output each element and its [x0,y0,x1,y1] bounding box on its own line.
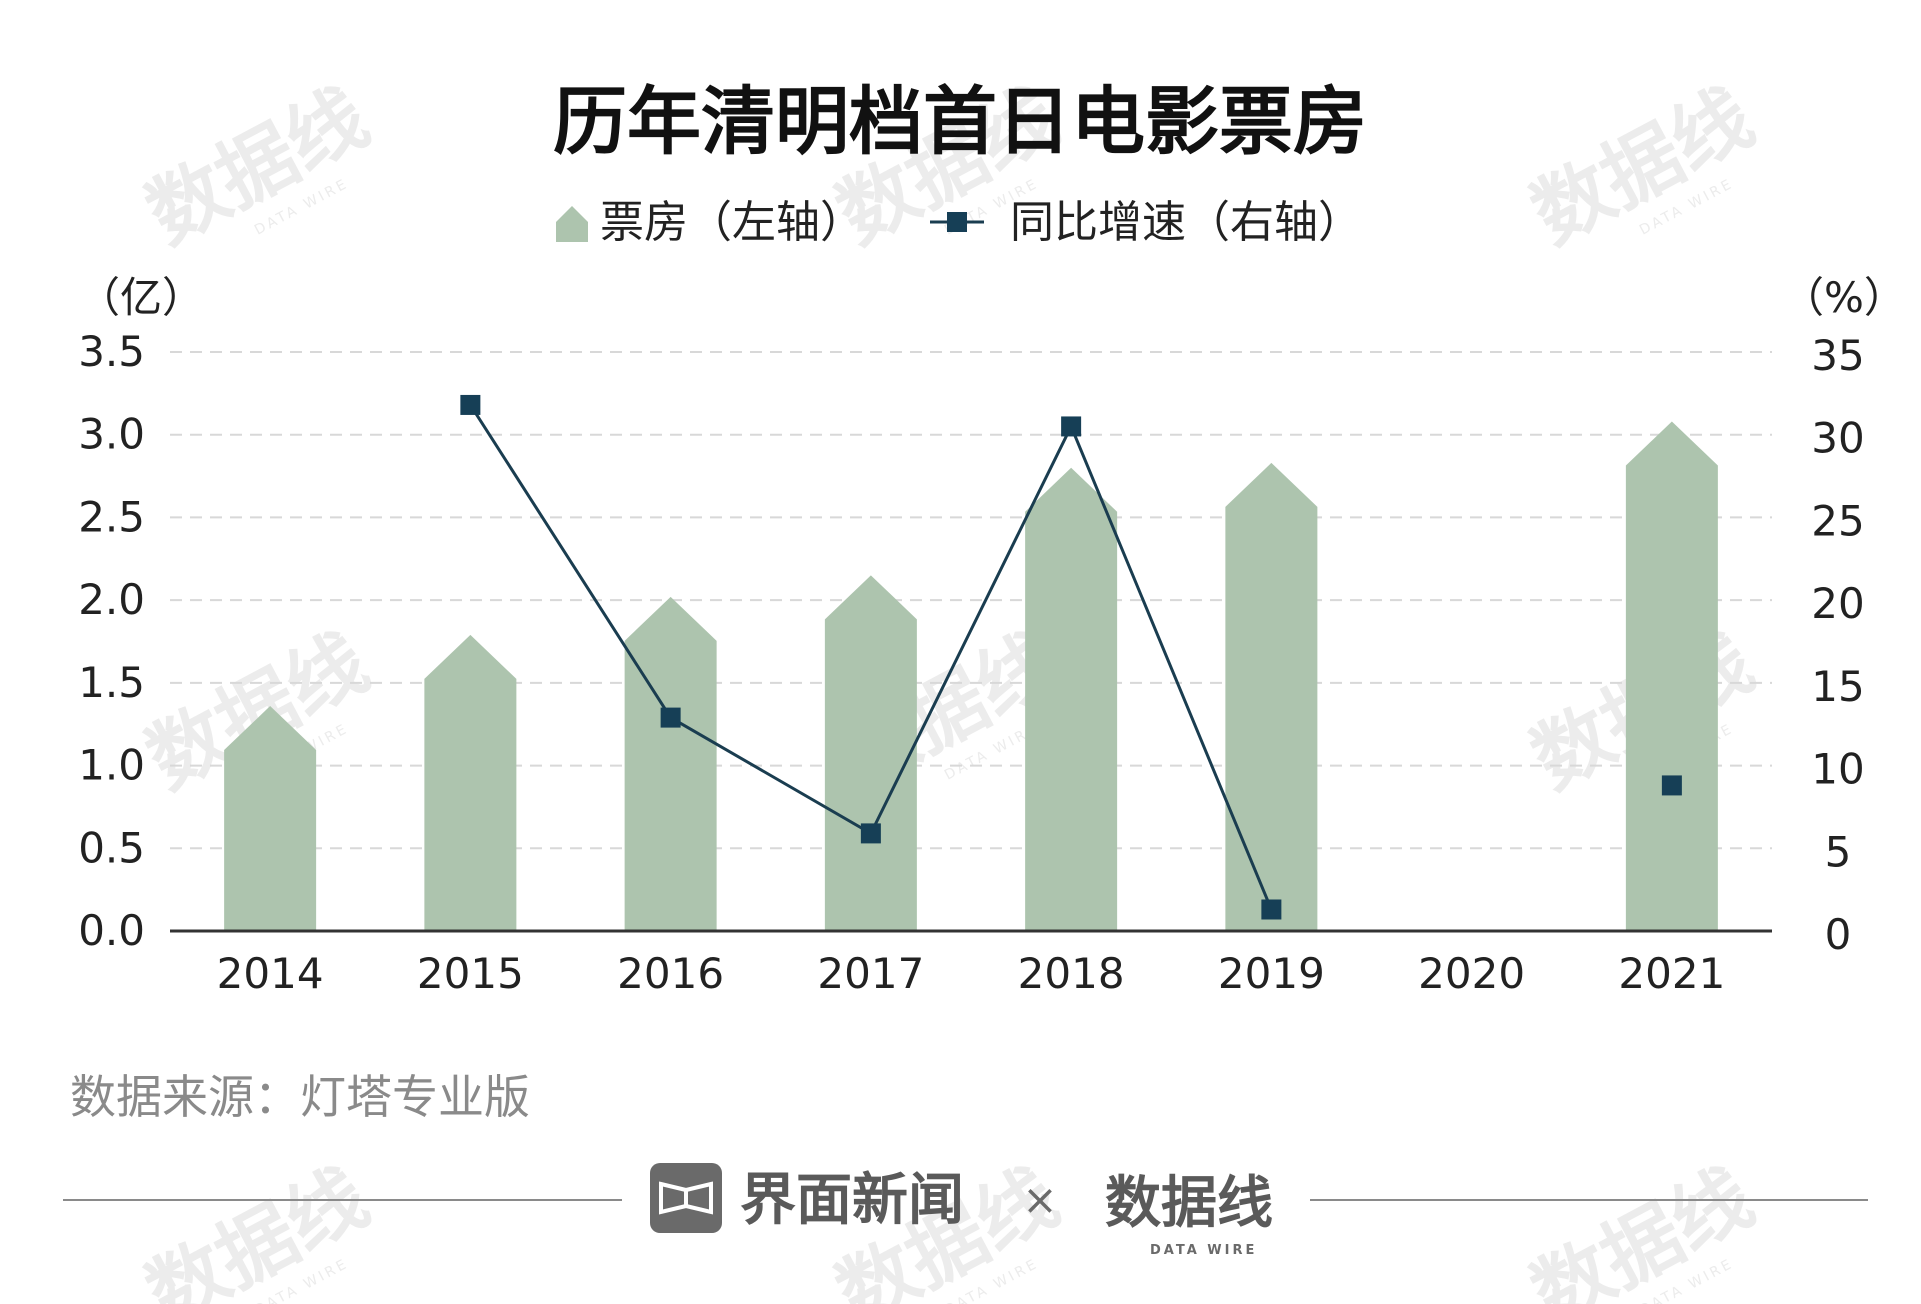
footer-brand: 界面新闻 × 数据线 DATA WIRE [63,1163,1868,1258]
left-axis-unit: （亿） [78,273,204,322]
y-left-tick-label: 3.0 [78,410,145,459]
y-left-tick-label: 1.0 [78,741,145,790]
y-left-tick-label: 3.5 [78,327,145,376]
growth-point-2017 [860,823,881,844]
bar-2017 [824,575,917,931]
growth-point-2019 [1261,899,1282,920]
x-tick-label: 2021 [1618,949,1725,998]
x-tick-label: 2018 [1018,949,1125,998]
legend-line-label: 同比增速（右轴） [1010,197,1362,248]
brand-datawire: 数据线 [1105,1171,1273,1236]
brand-separator: × [1022,1175,1057,1224]
legend: 票房（左轴） 同比增速（右轴） [556,197,1362,248]
watermark-text: 数据线 [1518,1152,1767,1304]
gridlines [170,351,1772,850]
y-left-tick-label: 2.5 [78,492,145,541]
x-tick-label: 2015 [417,949,524,998]
y-right-tick-label: 20 [1811,579,1864,628]
bar-2015 [424,634,517,931]
watermark-text: 数据线 [133,1152,382,1304]
y-left-tick-label: 2.0 [78,575,145,624]
axes: 0.0 0 0.5 5 1.0 10 1.5 15 2.0 20 2.5 25 3.0 30 3.5 35 20… [78,327,1865,998]
bar-2018 [1025,467,1118,931]
legend-bar-label: 票房（左轴） [600,197,864,248]
right-axis-unit: （%） [1782,273,1906,322]
y-right-tick-label: 0 [1825,910,1852,959]
line-series [460,394,1682,920]
brand-datawire-sub: DATA WIRE [1150,1243,1257,1258]
chart-title: 历年清明档首日电影票房 [553,79,1367,165]
x-tick-label: 2019 [1218,949,1325,998]
x-tick-label: 2016 [617,949,724,998]
y-left-tick-label: 0.5 [78,823,145,872]
brand-jiemian: 界面新闻 [740,1168,964,1233]
growth-point-2018 [1061,416,1082,437]
bar-2016 [624,596,717,931]
y-right-tick-label: 5 [1825,827,1852,876]
y-right-tick-label: 15 [1811,662,1864,711]
x-tick-label: 2020 [1418,949,1525,998]
bar-2014 [224,706,317,931]
bar-2021 [1625,421,1718,931]
legend-marker-swatch [947,212,967,232]
data-source: 数据来源：灯塔专业版 [70,1070,530,1124]
bar-2019 [1225,462,1318,931]
y-right-tick-label: 35 [1811,331,1864,380]
growth-point-2021 [1661,775,1682,796]
growth-point-2015 [460,394,481,415]
y-right-tick-label: 25 [1811,496,1864,545]
y-right-tick-label: 30 [1811,414,1864,463]
x-tick-label: 2017 [817,949,924,998]
y-left-tick-label: 1.5 [78,658,145,707]
y-right-tick-label: 10 [1811,745,1864,794]
legend-bar-swatch [556,206,588,242]
y-left-tick-label: 0.0 [78,906,145,955]
jiemian-logo-icon [650,1163,722,1233]
bar-series [224,421,1718,931]
growth-point-2016 [660,707,681,728]
x-tick-label: 2014 [217,949,324,998]
